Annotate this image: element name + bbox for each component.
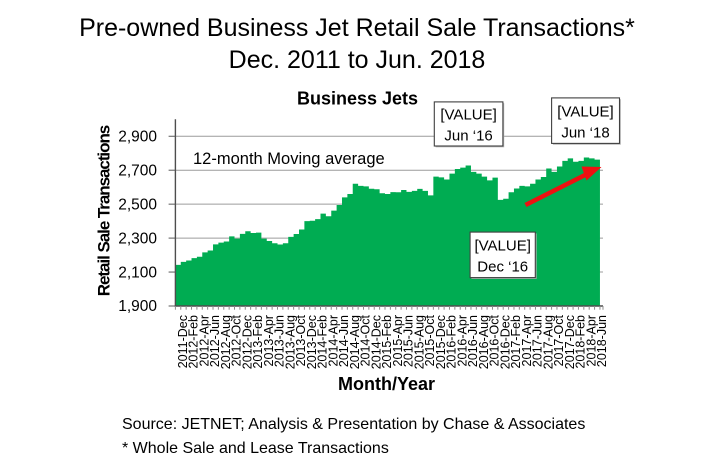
svg-text:* Whole Sale and Lease Transac: * Whole Sale and Lease Transactions (122, 440, 389, 457)
svg-text:2015-Dec: 2015-Dec (434, 315, 448, 369)
svg-text:2,100: 2,100 (118, 264, 157, 281)
svg-text:[VALUE]: [VALUE] (474, 238, 530, 255)
svg-text:2013-Dec: 2013-Dec (305, 315, 319, 369)
svg-text:2018-Jun: 2018-Jun (595, 315, 609, 367)
svg-text:2017-Dec: 2017-Dec (563, 315, 577, 369)
svg-text:2,500: 2,500 (118, 196, 157, 213)
svg-text:Business Jets: Business Jets (297, 89, 418, 109)
svg-text:2013-Jun: 2013-Jun (273, 315, 287, 367)
svg-text:2014-Dec: 2014-Dec (369, 315, 383, 369)
svg-text:2017-Oct: 2017-Oct (552, 314, 566, 366)
svg-text:Jun ‘18: Jun ‘18 (561, 125, 609, 142)
svg-text:2017-Aug: 2017-Aug (541, 315, 555, 369)
svg-text:Dec ‘16: Dec ‘16 (477, 259, 528, 276)
svg-text:2012-Aug: 2012-Aug (219, 315, 233, 369)
svg-text:12-month Moving average: 12-month Moving average (193, 150, 385, 168)
svg-text:2,300: 2,300 (118, 230, 157, 247)
svg-text:2016-Feb: 2016-Feb (445, 315, 459, 369)
svg-text:2013-Feb: 2013-Feb (251, 315, 265, 369)
svg-text:2012-Apr: 2012-Apr (197, 315, 211, 366)
svg-text:2013-Aug: 2013-Aug (283, 315, 297, 369)
svg-text:2012-Jun: 2012-Jun (208, 315, 222, 367)
svg-text:2016-Apr: 2016-Apr (455, 315, 469, 366)
svg-text:2,700: 2,700 (118, 162, 157, 179)
svg-text:Jun ‘16: Jun ‘16 (444, 128, 492, 145)
svg-text:2015-Feb: 2015-Feb (380, 315, 394, 369)
svg-text:2014-Aug: 2014-Aug (348, 315, 362, 369)
svg-text:2016-Oct: 2016-Oct (488, 314, 502, 366)
svg-text:2016-Aug: 2016-Aug (477, 315, 491, 369)
svg-text:2,900: 2,900 (118, 128, 157, 145)
svg-text:2012-Dec: 2012-Dec (240, 315, 254, 369)
svg-text:2015-Aug: 2015-Aug (412, 315, 426, 369)
svg-text:2016-Jun: 2016-Jun (466, 315, 480, 367)
svg-text:2014-Feb: 2014-Feb (316, 315, 330, 369)
svg-text:2013-Oct: 2013-Oct (294, 314, 308, 366)
svg-text:Month/Year: Month/Year (338, 374, 435, 394)
svg-text:2015-Jun: 2015-Jun (402, 315, 416, 367)
svg-text:1,900: 1,900 (118, 298, 157, 315)
svg-text:2016-Dec: 2016-Dec (498, 315, 512, 369)
svg-text:Dec. 2011 to Jun. 2018: Dec. 2011 to Jun. 2018 (229, 46, 486, 74)
svg-text:2014-Apr: 2014-Apr (326, 315, 340, 366)
svg-text:2011-Dec: 2011-Dec (176, 315, 190, 368)
svg-text:2017-Apr: 2017-Apr (520, 315, 534, 366)
svg-text:2018-Feb: 2018-Feb (574, 315, 588, 369)
svg-text:2014-Oct: 2014-Oct (359, 314, 373, 366)
svg-text:Retail Sale Transactions: Retail Sale Transactions (95, 125, 114, 296)
svg-text:Pre-owned Business Jet Retail: Pre-owned Business Jet Retail Sale Trans… (79, 14, 635, 42)
svg-text:2012-Feb: 2012-Feb (187, 315, 201, 369)
svg-text:[VALUE]: [VALUE] (440, 107, 496, 124)
svg-text:2017-Feb: 2017-Feb (509, 315, 523, 369)
svg-text:2017-Jun: 2017-Jun (531, 315, 545, 367)
svg-text:2012-Oct: 2012-Oct (230, 314, 244, 366)
svg-text:2015-Oct: 2015-Oct (423, 314, 437, 366)
svg-text:[VALUE]: [VALUE] (557, 104, 613, 121)
svg-text:2013-Apr: 2013-Apr (262, 315, 276, 366)
svg-text:2018-Apr: 2018-Apr (584, 315, 598, 366)
svg-text:Source: JETNET; Analysis & Pre: Source: JETNET; Analysis & Presentation … (122, 416, 585, 433)
svg-text:2014-Jun: 2014-Jun (337, 315, 351, 367)
svg-text:2015-Apr: 2015-Apr (391, 315, 405, 366)
